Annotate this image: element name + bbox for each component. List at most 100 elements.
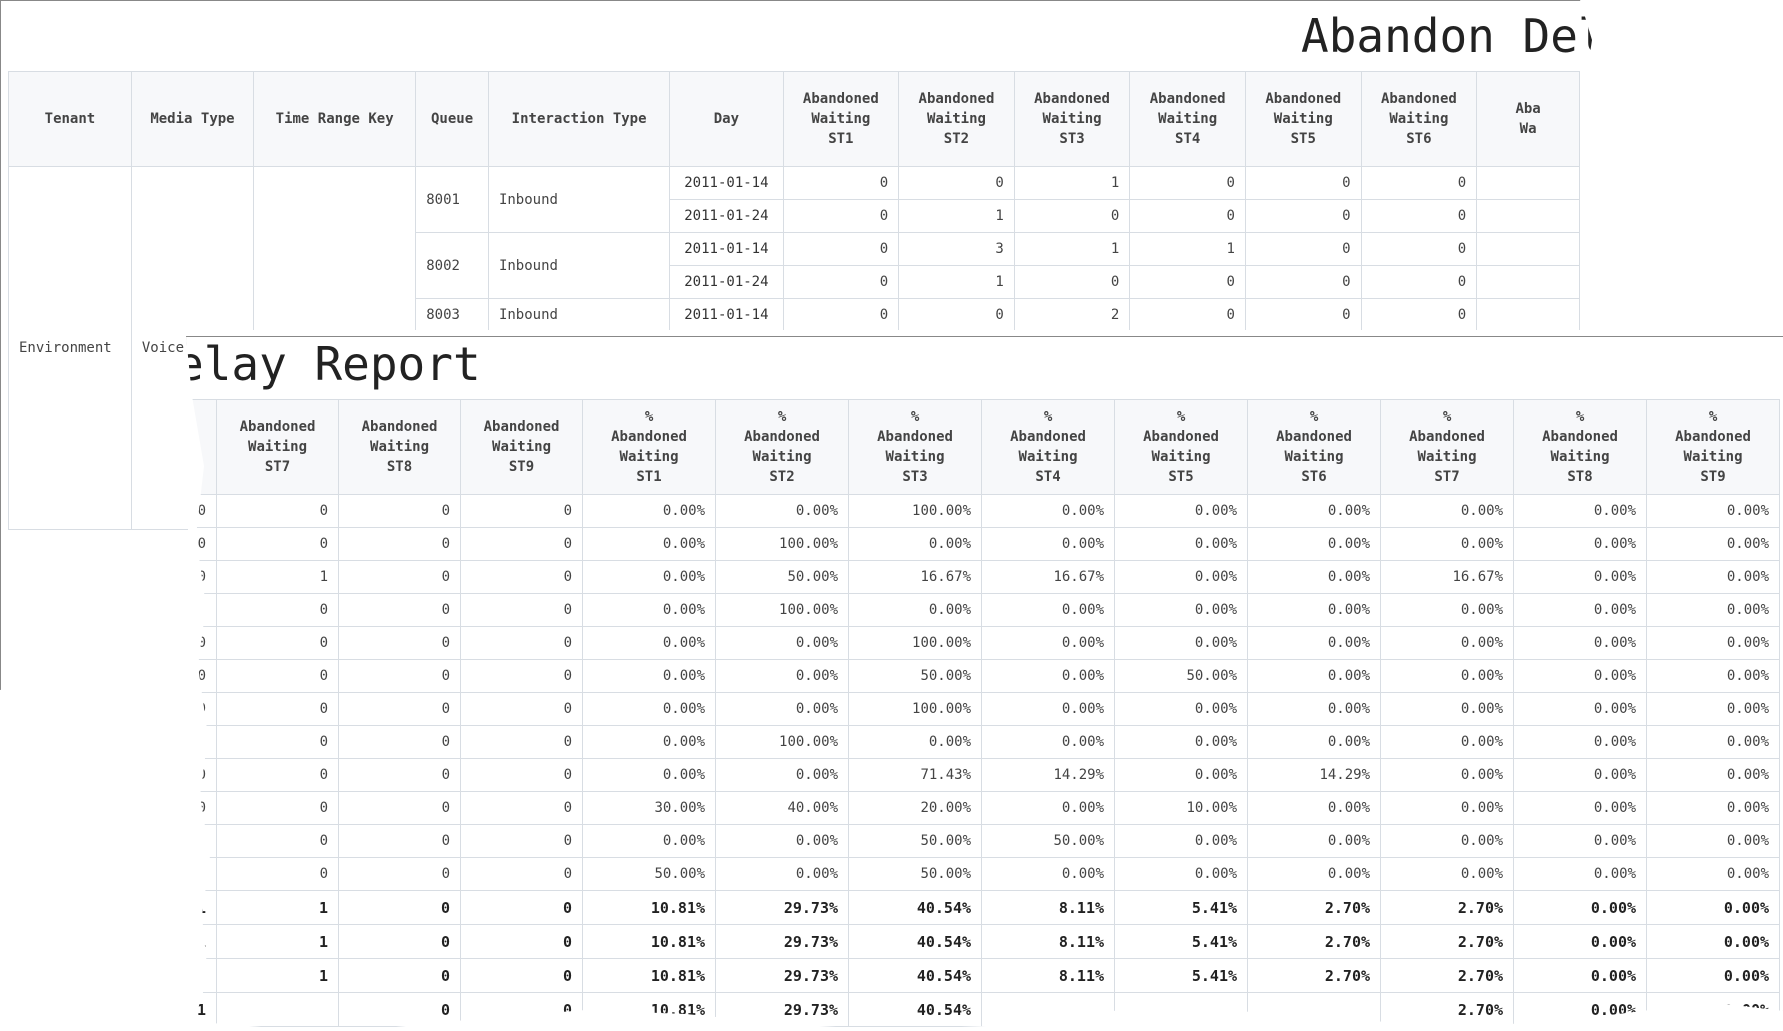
value-cell: 0.00% [1380, 692, 1515, 726]
value-cell: 0.00% [1646, 659, 1781, 693]
value-cell: 1 [216, 560, 340, 594]
column-header: Day [669, 71, 784, 167]
table-row: 0 0 0 0 0.00% 0.00% 100.00% 0.00% 0.00% 0.00% 0.00… [186, 626, 1781, 660]
value-cell: 0.00% [1513, 890, 1648, 925]
column-header: Abandoned Waiting ST2 [898, 71, 1015, 167]
value-cell: 0 [782, 265, 900, 299]
value-cell: 0 [460, 992, 584, 1027]
partial-value-cell: 0 [186, 626, 218, 660]
value-cell: 0.00% [1114, 527, 1249, 561]
value-cell: 0.00% [981, 494, 1116, 528]
value-cell [1247, 992, 1382, 1027]
value-cell: 0.00% [1513, 692, 1648, 726]
value-cell: 0.00% [582, 824, 717, 858]
value-cell: 0 [1244, 265, 1362, 299]
value-cell: 0.00% [1114, 725, 1249, 759]
value-cell: 8.11% [981, 924, 1116, 959]
value-cell: 14.29% [981, 758, 1116, 792]
column-header: Aba Wa [1476, 71, 1580, 167]
report-table-2: Abandoned Waiting ST7 Abandoned Waiting ST8 Ab… [186, 399, 1781, 1027]
queue-cell: 8002 [415, 232, 489, 299]
value-cell: 0 [460, 758, 584, 792]
value-cell: 0 [338, 560, 462, 594]
value-cell: 0 [338, 659, 462, 693]
column-header: Abandoned Waiting ST9 [460, 399, 584, 495]
value-cell: 0.00% [1380, 791, 1515, 825]
value-cell: 0.00% [1513, 992, 1648, 1027]
value-cell: 10.00% [1114, 791, 1249, 825]
value-cell: 16.67% [848, 560, 983, 594]
value-cell: 0 [1244, 298, 1362, 332]
value-cell: 100.00% [848, 494, 983, 528]
value-cell: 0.00% [1247, 725, 1382, 759]
value-cell: 0 [782, 298, 900, 332]
value-cell: 0.00% [582, 593, 717, 627]
value-cell: 0 [460, 494, 584, 528]
value-cell: 0 [338, 593, 462, 627]
value-cell: 0 [216, 824, 340, 858]
value-cell: 0 [216, 494, 340, 528]
value-cell: 0 [1244, 199, 1362, 233]
column-header: % Abandoned Waiting ST4 [981, 399, 1116, 495]
column-header: Queue [415, 71, 489, 167]
value-cell: 0 [460, 890, 584, 925]
value-cell: 0.00% [1646, 758, 1781, 792]
value-cell: 0.00% [582, 659, 717, 693]
column-header: Tenant [8, 71, 132, 167]
total-row: 1 0 0 10.81% 29.73% 40.54% 2.70% 0.00% 0.00% [186, 992, 1781, 1027]
column-header-partial [186, 399, 218, 495]
value-cell [1114, 992, 1249, 1027]
partial-value-cell: 0 [186, 659, 218, 693]
value-cell: 16.67% [981, 560, 1116, 594]
column-header: Interaction Type [487, 71, 671, 167]
value-cell: 0.00% [1646, 494, 1781, 528]
value-cell: 40.54% [848, 924, 983, 959]
value-cell: 50.00% [848, 857, 983, 891]
value-cell: 0.00% [1646, 924, 1781, 959]
value-cell: 0.00% [1646, 890, 1781, 925]
value-cell: 0.00% [582, 725, 717, 759]
value-cell: 16.67% [1380, 560, 1515, 594]
table-row: 0 0 0 0 0.00% 0.00% 71.43% 14.29% 0.00% 14.29% 0.0… [186, 758, 1781, 792]
value-cell: 0.00% [1513, 758, 1648, 792]
value-cell: 0 [338, 494, 462, 528]
value-cell: 5.41% [1114, 924, 1249, 959]
value-cell: 0.00% [1513, 791, 1648, 825]
value-cell: 2.70% [1247, 890, 1382, 925]
value-cell: 40.54% [848, 958, 983, 993]
value-cell [1476, 265, 1580, 299]
value-cell: 71.43% [848, 758, 983, 792]
value-cell: 0 [460, 527, 584, 561]
value-cell [1476, 232, 1580, 266]
value-cell: 0 [1129, 166, 1246, 200]
value-cell: 0.00% [582, 527, 717, 561]
value-cell: 1 [898, 265, 1015, 299]
value-cell: 0 [460, 725, 584, 759]
value-cell: 50.00% [582, 857, 717, 891]
value-cell: 0 [216, 725, 340, 759]
value-cell: 2 [1013, 298, 1131, 332]
value-cell: 0 [460, 659, 584, 693]
table-row: 0 0 0 0 0.00% 0.00% 100.00% 0.00% 0.00% 0.00% 0.00… [186, 692, 1781, 726]
value-cell: 0 [1013, 199, 1131, 233]
value-cell: 0.00% [981, 626, 1116, 660]
value-cell: 0 [782, 166, 900, 200]
value-cell: 50.00% [848, 659, 983, 693]
partial-value-cell: 0 [186, 593, 218, 627]
column-header: Time Range Key [253, 71, 417, 167]
value-cell: 0.00% [1646, 791, 1781, 825]
total-row: 1 1 0 0 10.81% 29.73% 40.54% 8.11% 5.41% 2.70% 2.7… [186, 924, 1781, 959]
column-header: Media Type [130, 71, 255, 167]
value-cell: 0.00% [1247, 560, 1382, 594]
value-cell: 40.54% [848, 992, 983, 1027]
day-cell: 2011-01-24 [669, 265, 784, 299]
value-cell: 50.00% [715, 560, 850, 594]
value-cell: 0.00% [848, 725, 983, 759]
value-cell: 1 [1129, 232, 1246, 266]
value-cell [981, 992, 1116, 1027]
value-cell: 0.00% [1380, 725, 1515, 759]
queue-cell: 8001 [415, 166, 489, 233]
value-cell: 0.00% [1114, 758, 1249, 792]
value-cell: 0.00% [1513, 659, 1648, 693]
value-cell: 0 [338, 890, 462, 925]
